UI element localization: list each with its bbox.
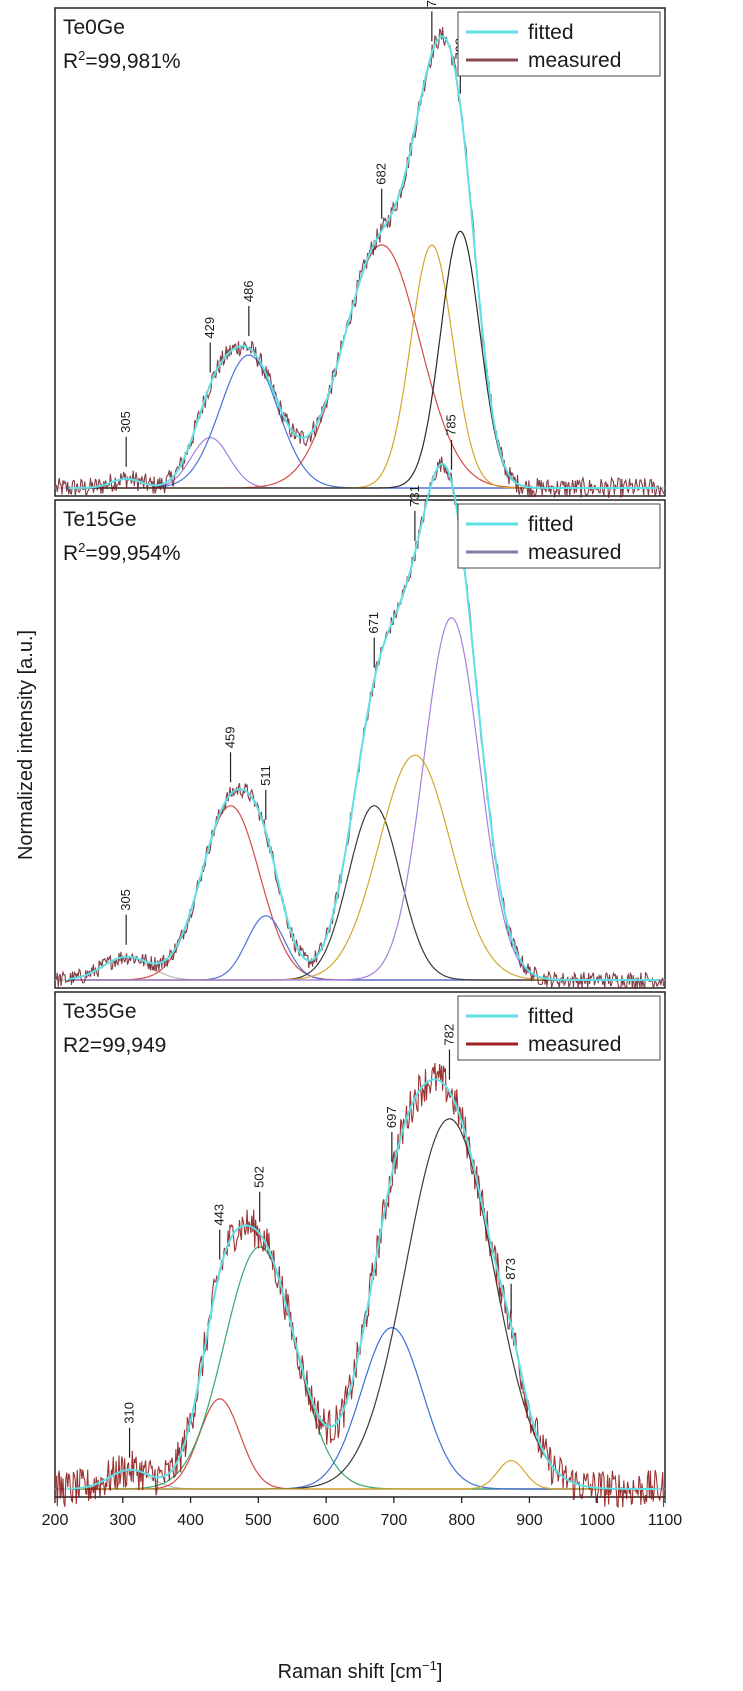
component-peak-697: [68, 1326, 659, 1490]
component-peak-671: [68, 805, 659, 981]
component-peak-731: [68, 754, 659, 981]
r2-label: R2=99,949: [63, 1034, 166, 1057]
legend-box: [457, 995, 661, 1061]
component-peak-502: [68, 1246, 659, 1490]
peak-label-682: 682: [374, 163, 389, 185]
fitted-curve: [68, 462, 659, 981]
legend-label-measured: measured: [528, 541, 621, 564]
fitted-curve: [68, 1078, 659, 1490]
legend-label-measured: measured: [528, 49, 621, 72]
legend-label-fitted: fitted: [528, 21, 574, 44]
x-tick-label-1100: 1100: [648, 1512, 683, 1529]
y-axis-title: Normalized intensity [a.u.]: [15, 630, 37, 860]
x-tick-label-300: 300: [109, 1512, 136, 1529]
panel-te0ge: 305429486682756798Te0GeR2=99,981%fittedm…: [54, 0, 666, 498]
r2-label: R2=99,954%: [63, 540, 181, 565]
panel-title: Te15Ge: [63, 508, 137, 531]
x-tick-label-400: 400: [177, 1512, 204, 1529]
component-peak-443: [68, 1398, 659, 1490]
x-tick-label-500: 500: [245, 1512, 272, 1529]
peak-label-511: 511: [258, 765, 273, 786]
component-peak-486: [68, 354, 659, 489]
x-axis-title-end: ]: [437, 1661, 443, 1683]
fitted-curve: [68, 35, 659, 489]
component-peak-459: [68, 805, 659, 981]
r2-superscript: 2: [78, 540, 85, 555]
peak-label-697: 697: [384, 1106, 399, 1128]
panel-title: Te0Ge: [63, 16, 125, 39]
r2-prefix: R: [63, 50, 78, 73]
r2-superscript: 2: [78, 48, 85, 63]
measured-curve: [55, 1062, 665, 1508]
x-axis-title: Raman shift [cm−1]: [278, 1658, 443, 1683]
x-tick-label-200: 200: [42, 1512, 69, 1529]
component-peak-873: [68, 1459, 659, 1490]
peak-label-486: 486: [241, 280, 256, 302]
peak-label-502: 502: [252, 1166, 267, 1188]
panel-te35ge: 310 443 502 697 782 873 Te35Ge R2=99,949 fitted m…: [54, 991, 666, 1508]
panel-title: Te35Ge: [63, 1000, 137, 1023]
peak-label-671: 671: [366, 612, 381, 634]
peak-label-873: 873: [503, 1258, 518, 1280]
peak-label-785: 785: [444, 414, 459, 436]
peak-label-305: 305: [118, 889, 133, 911]
panel-te15ge: 305 459 511 671 731 785 Te15Ge R2=99,954% fitted…: [54, 414, 666, 991]
r2-value: =99,954%: [85, 542, 180, 565]
x-tick-label-700: 700: [381, 1512, 408, 1529]
peak-label-310: 310: [122, 1402, 137, 1424]
legend-box: [457, 11, 661, 77]
peak-label-305: 305: [118, 411, 133, 433]
component-peak-429: [68, 436, 659, 489]
legend: fitted measured: [457, 11, 661, 77]
legend: fitted measured: [457, 503, 661, 569]
r2-label: R2=99,981%: [63, 48, 181, 73]
r2-prefix: R: [63, 542, 78, 565]
x-axis-title-sup: −1: [422, 1658, 437, 1673]
panel-frame: [54, 7, 666, 497]
legend-label-measured: measured: [528, 1033, 621, 1056]
peak-label-429: 429: [202, 317, 217, 339]
legend: fitted measured: [457, 995, 661, 1061]
peak-label-782: 782: [441, 1024, 456, 1046]
peak-label-459: 459: [223, 727, 238, 749]
peak-label-731: 731: [407, 485, 422, 507]
legend-box: [457, 503, 661, 569]
panel-frame: [54, 991, 666, 1498]
panels-group: 305429486682756798Te0GeR2=99,981%fittedm…: [54, 0, 666, 1508]
legend-label-fitted: fitted: [528, 513, 574, 536]
x-tick-label-900: 900: [516, 1512, 543, 1529]
component-peak-782: [68, 1118, 659, 1490]
peak-label-756: 756: [424, 0, 439, 7]
x-tick-label-1000: 1000: [579, 1512, 615, 1529]
r2-prefix: R2=99,949: [63, 1034, 166, 1057]
peak-label-443: 443: [212, 1204, 227, 1226]
x-tick-label-600: 600: [313, 1512, 340, 1529]
r2-value: =99,981%: [85, 50, 180, 73]
panel-frame: [54, 499, 666, 989]
component-peak-785: [68, 617, 659, 981]
legend-label-fitted: fitted: [528, 1005, 574, 1028]
x-tick-label-800: 800: [448, 1512, 475, 1529]
component-peak-682: [68, 244, 659, 489]
measured-curve: [55, 27, 665, 498]
component-peak-756: [68, 244, 659, 489]
axes-text-group: 200 300 400 500 600 700 800 900 1000 1100 Raman sh…: [15, 630, 682, 1683]
x-axis-title-main: Raman shift [cm: [278, 1661, 422, 1683]
